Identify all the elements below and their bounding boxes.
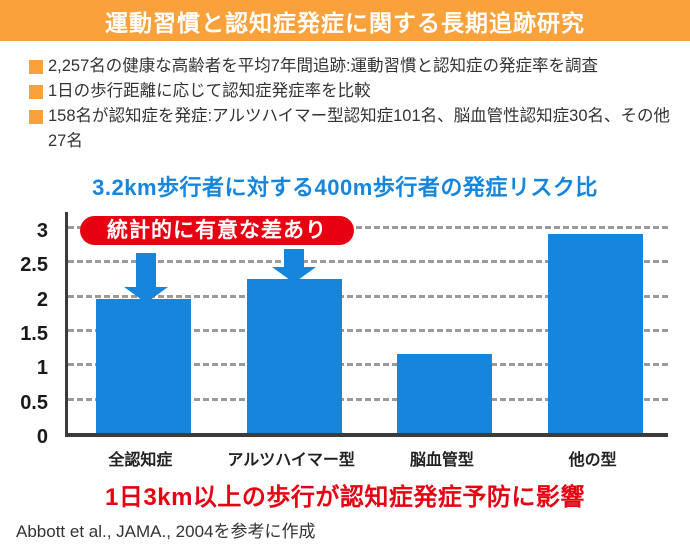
study-summary-list: 2,257名の健康な高齢者を平均7年間追跡:運動習慣と認知症の発症率を調査 1日… [29,54,686,154]
x-axis-labels: 全認知症 アルツハイマー型 脳血管型 他の型 [65,446,668,470]
page-title: 運動習慣と認知症発症に関する長期追跡研究 [105,9,585,36]
x-tick-label: 全認知症 [108,452,173,469]
header-band: 運動習慣と認知症発症に関する長期追跡研究 [0,0,690,41]
y-tick-label: 0.5 [20,391,48,414]
bullet-square-icon [29,110,43,124]
bullet-square-icon [29,85,43,99]
chart-bar [95,299,191,433]
gridline [68,294,668,298]
y-tick-label: 2 [36,288,48,311]
chart-title: 3.2km歩行者に対する400m歩行者の発症リスク比 [92,175,598,200]
gridline [68,260,668,264]
y-tick-label: 0 [36,426,48,448]
y-axis-labels: 0 0.5 1 1.5 2 2.5 3 [0,212,50,448]
bullet-square-icon [29,60,43,74]
bullet-text: 158名が認知症を発症:アルツハイマー型認知症101名、脳血管性認知症30名、そ… [48,107,671,150]
list-item: 1日の歩行距離に応じて認知症発症率を比較 [29,79,686,104]
y-tick-label: 1 [36,357,48,380]
y-tick-label: 3 [36,220,48,242]
risk-ratio-bar-chart: 0 0.5 1 1.5 2 2.5 3 全認知症 アルツハイマー型 脳血管型 他の型 統計的に有意… [0,205,690,473]
gridline [68,397,668,401]
significance-callout: 統計的に有意な差あり [80,216,354,245]
y-tick-label: 1.5 [20,323,48,345]
x-tick-label: 他の型 [568,452,617,469]
source-citation: Abbott et al., JAMA., 2004を参考に作成 [16,522,316,541]
gridline [68,363,668,367]
list-item: 2,257名の健康な高齢者を平均7年間追跡:運動習慣と認知症の発症率を調査 [29,54,686,79]
list-item: 158名が認知症を発症:アルツハイマー型認知症101名、脳血管性認知症30名、そ… [29,104,686,154]
down-arrow-icon [272,249,316,283]
plot-area [65,212,668,437]
bullet-text: 1日の歩行距離に応じて認知症発症率を比較 [48,82,371,100]
conclusion-headline: 1日3km以上の歩行が認知症発症予防に影響 [105,484,585,511]
down-arrow-icon [124,253,168,303]
chart-bar [548,233,644,433]
y-tick-label: 2.5 [20,254,48,277]
chart-bar [246,278,342,433]
chart-bar [397,354,493,433]
gridline [68,226,668,229]
bullet-text: 2,257名の健康な高齢者を平均7年間追跡:運動習慣と認知症の発症率を調査 [48,57,599,75]
gridline [68,329,668,332]
x-tick-label: 脳血管型 [409,452,474,469]
x-tick-label: アルツハイマー型 [227,452,355,469]
